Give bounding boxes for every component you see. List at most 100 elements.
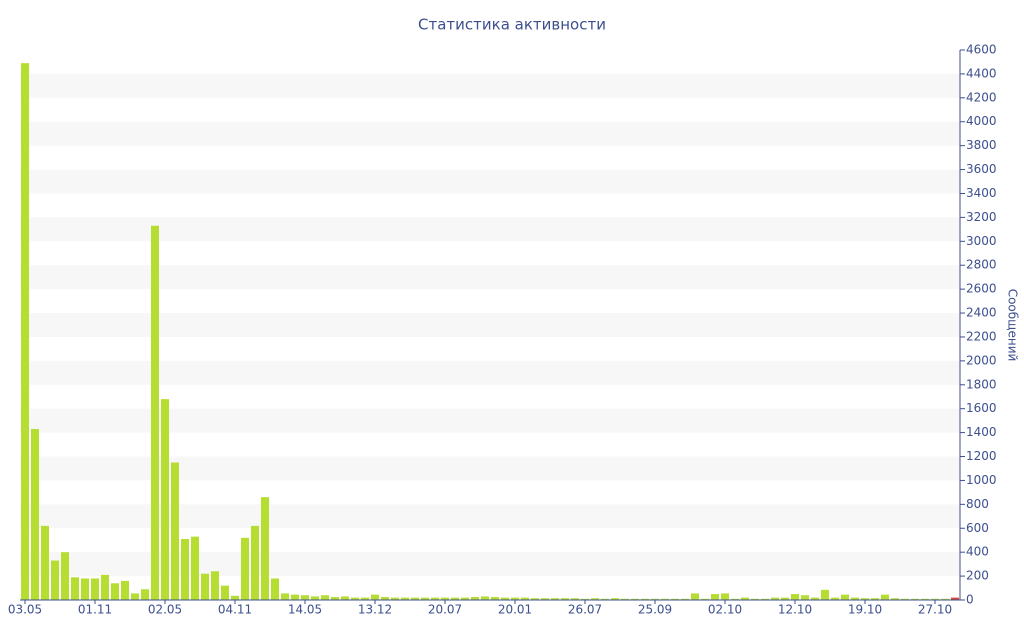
bar [91, 578, 99, 600]
bar [31, 429, 39, 600]
y-tick-label: 1600 [966, 401, 997, 415]
bar [621, 598, 629, 600]
y-tick-label: 2000 [966, 353, 997, 367]
bar [51, 560, 59, 600]
bar [101, 574, 109, 600]
x-tick-label: 20.07 [428, 603, 462, 617]
chart-title: Статистика активности [418, 16, 606, 34]
bar [751, 598, 759, 600]
x-tick-label: 19.10 [848, 603, 882, 617]
bar [131, 593, 139, 600]
bar [871, 598, 879, 600]
bar [111, 583, 119, 600]
bar [181, 539, 189, 600]
grid-stripe [20, 360, 960, 385]
bar [421, 597, 429, 600]
bar [671, 598, 679, 600]
y-tick-label: 3400 [966, 186, 997, 200]
x-tick-label: 02.05 [148, 603, 182, 617]
grid-stripe [20, 265, 960, 290]
bar [941, 598, 949, 600]
y-tick-label: 1200 [966, 449, 997, 463]
bar [271, 578, 279, 600]
bar [331, 597, 339, 600]
bar [571, 598, 579, 600]
grid-stripe [20, 121, 960, 146]
bar [551, 598, 559, 600]
bar [241, 537, 249, 600]
x-tick-label: 13.12 [358, 603, 392, 617]
bar [611, 598, 619, 600]
bar [171, 462, 179, 600]
bar [831, 597, 839, 600]
x-tick-label: 04.11 [218, 603, 252, 617]
bar [481, 596, 489, 600]
bar [401, 597, 409, 600]
bar [521, 597, 529, 600]
bar [81, 578, 89, 600]
bar [891, 598, 899, 600]
y-tick-label: 600 [966, 521, 989, 535]
bar [301, 595, 309, 600]
bar [761, 598, 769, 600]
bar [811, 597, 819, 600]
y-tick-label: 2200 [966, 329, 997, 343]
bar [361, 597, 369, 600]
x-tick-label: 03.05 [8, 603, 42, 617]
bar [931, 598, 939, 600]
y-tick-label: 3800 [966, 138, 997, 152]
bar [581, 598, 589, 600]
bar [641, 598, 649, 600]
y-tick-label: 800 [966, 497, 989, 511]
bar [221, 585, 229, 600]
bar [501, 597, 509, 600]
x-tick-label: 02.10 [708, 603, 742, 617]
bar [21, 63, 29, 601]
bar [201, 573, 209, 600]
bar [311, 596, 319, 600]
x-tick-label: 26.07 [568, 603, 602, 617]
grid-stripe [20, 456, 960, 481]
grid-stripe [20, 408, 960, 433]
bar [41, 525, 49, 600]
bar [471, 597, 479, 600]
bar [951, 597, 959, 600]
bar [591, 598, 599, 600]
bar [451, 597, 459, 600]
bar [781, 597, 789, 600]
bar [801, 595, 809, 600]
bar [841, 594, 849, 600]
bar [561, 598, 569, 600]
y-tick-label: 1000 [966, 473, 997, 487]
y-tick-label: 1800 [966, 377, 997, 391]
bar [141, 589, 149, 600]
grid-stripe [20, 169, 960, 194]
y-tick-label: 2400 [966, 306, 997, 320]
bar [71, 577, 79, 600]
bar [861, 598, 869, 600]
y-tick-label: 3600 [966, 162, 997, 176]
y-tick-label: 2600 [966, 282, 997, 296]
y-tick-label: 4200 [966, 90, 997, 104]
bar [231, 595, 239, 600]
bar [821, 589, 829, 600]
bar [541, 598, 549, 600]
bar [901, 598, 909, 600]
grid-stripe [20, 217, 960, 242]
x-tick-label: 12.10 [778, 603, 812, 617]
bar [211, 571, 219, 600]
bar [531, 598, 539, 600]
y-tick-label: 2800 [966, 258, 997, 272]
bar [911, 598, 919, 600]
y-tick-label: 3000 [966, 234, 997, 248]
bar [411, 597, 419, 600]
bar [701, 598, 709, 600]
bar [461, 597, 469, 600]
grid-stripe [20, 504, 960, 529]
x-tick-label: 20.01 [498, 603, 532, 617]
bar [601, 598, 609, 600]
bar [291, 594, 299, 600]
bar [711, 594, 719, 600]
bar [771, 597, 779, 600]
